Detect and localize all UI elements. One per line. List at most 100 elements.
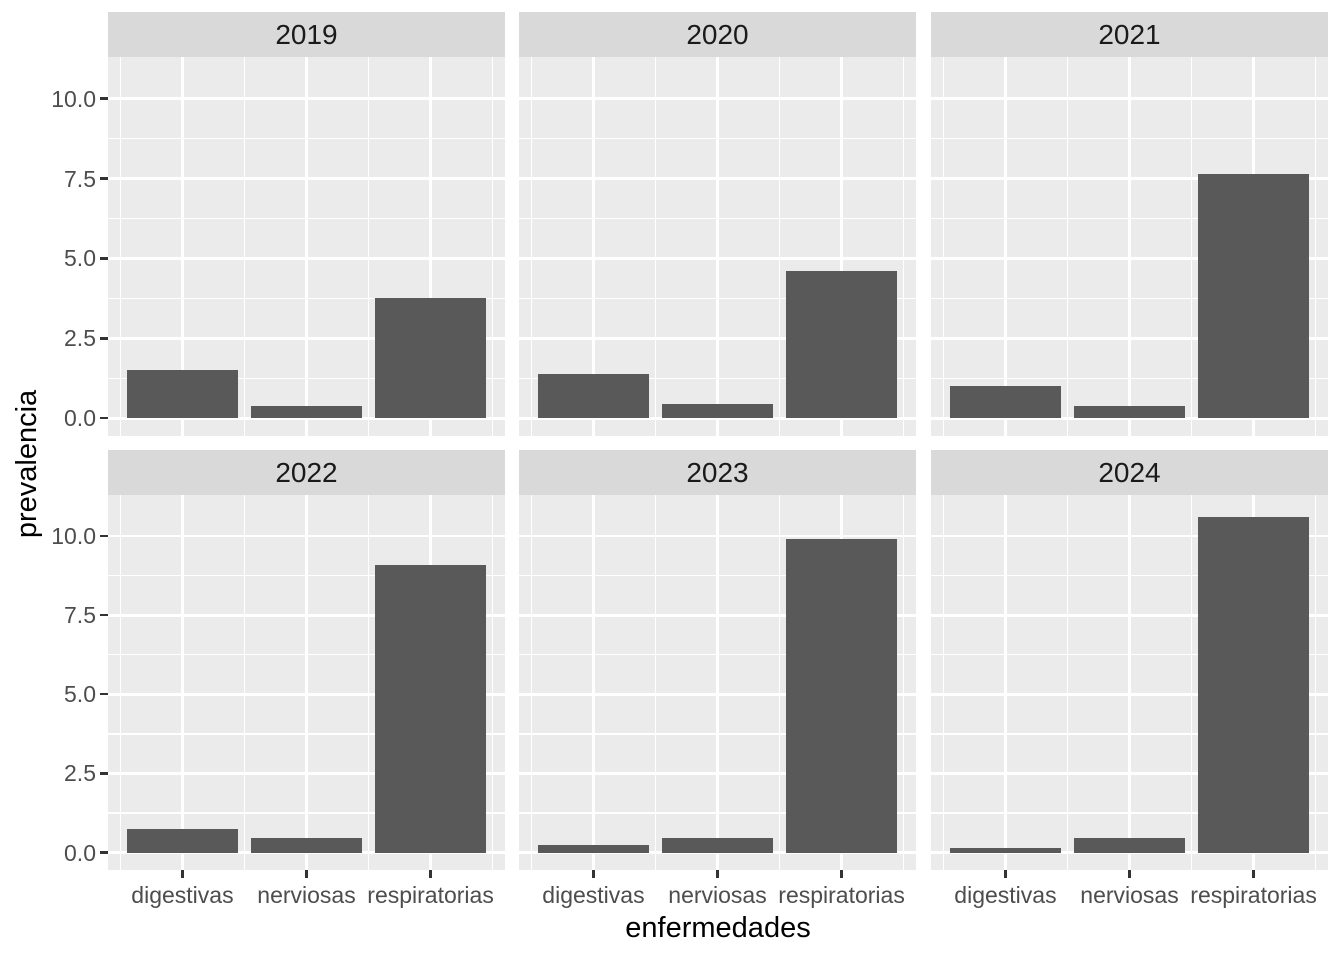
- major-gridline: [305, 57, 308, 436]
- minor-gridline: [243, 57, 246, 436]
- facet-strip-2021: 2021: [931, 12, 1328, 57]
- facet-label: 2021: [1098, 18, 1161, 50]
- bar-2022-respiratorias: [374, 564, 487, 853]
- y-tick-mark: [100, 337, 108, 340]
- minor-gridline: [654, 495, 657, 870]
- minor-gridline: [778, 57, 781, 436]
- facet-panel-2022: [108, 495, 505, 870]
- bar-2024-nerviosas: [1073, 838, 1186, 853]
- y-tick-label: 7.5: [64, 602, 96, 629]
- bar-2020-nerviosas: [661, 404, 774, 419]
- bar-2023-digestivas: [537, 844, 650, 853]
- minor-gridline: [1190, 495, 1193, 870]
- bar-2020-respiratorias: [785, 271, 898, 419]
- x-tick-mark: [840, 870, 843, 878]
- major-gridline: [716, 495, 719, 870]
- minor-gridline: [1314, 57, 1317, 436]
- major-gridline: [305, 495, 308, 870]
- minor-gridline: [491, 495, 494, 870]
- x-tick-label: respiratorias: [367, 882, 494, 908]
- minor-gridline: [530, 495, 532, 870]
- major-gridline: [592, 495, 595, 870]
- bar-2020-digestivas: [537, 373, 650, 419]
- x-tick-mark: [1004, 870, 1007, 878]
- bar-2024-digestivas: [949, 847, 1062, 853]
- bar-2023-respiratorias: [785, 539, 898, 853]
- minor-gridline: [1066, 57, 1069, 436]
- minor-gridline: [654, 57, 657, 436]
- bar-2019-nerviosas: [250, 405, 363, 419]
- major-gridline: [592, 57, 595, 436]
- minor-gridline: [491, 57, 494, 436]
- minor-gridline: [942, 495, 944, 870]
- x-tick-label: digestivas: [131, 882, 234, 908]
- x-tick-mark: [429, 870, 432, 878]
- x-tick-label: respiratorias: [1190, 882, 1317, 908]
- minor-gridline: [367, 495, 370, 870]
- y-tick-label: 0.0: [64, 405, 96, 432]
- x-tick-mark: [1252, 870, 1255, 878]
- facet-label: 2023: [686, 456, 749, 488]
- minor-gridline: [1190, 57, 1193, 436]
- facet-label: 2019: [275, 18, 338, 50]
- minor-gridline: [530, 57, 532, 436]
- y-axis-title: prevalencia: [11, 389, 43, 539]
- y-tick-mark: [100, 177, 108, 180]
- major-gridline: [181, 495, 184, 870]
- y-tick-mark: [100, 614, 108, 617]
- y-tick-label: 10.0: [51, 523, 96, 550]
- minor-gridline: [1314, 495, 1317, 870]
- x-tick-mark: [181, 870, 184, 878]
- y-tick-label: 2.5: [64, 325, 96, 352]
- bar-2021-respiratorias: [1197, 173, 1310, 419]
- facet-strip-2024: 2024: [931, 450, 1328, 495]
- major-gridline: [1004, 57, 1007, 436]
- bar-2019-respiratorias: [374, 298, 487, 419]
- major-gridline: [1004, 495, 1007, 870]
- x-tick-label: nerviosas: [257, 882, 356, 908]
- x-axis-title: enfermedades: [625, 912, 811, 944]
- facet-strip-2022: 2022: [108, 450, 505, 495]
- x-tick-mark: [716, 870, 719, 878]
- facet-label: 2022: [275, 456, 338, 488]
- major-gridline: [181, 57, 184, 436]
- bar-2024-respiratorias: [1197, 517, 1310, 853]
- bar-2022-nerviosas: [250, 838, 363, 853]
- y-tick-mark: [100, 257, 108, 260]
- facet-strip-2019: 2019: [108, 12, 505, 57]
- x-tick-label: nerviosas: [668, 882, 767, 908]
- facet-label: 2024: [1098, 456, 1161, 488]
- minor-gridline: [902, 57, 905, 436]
- minor-gridline: [942, 57, 944, 436]
- y-tick-mark: [100, 535, 108, 538]
- x-tick-mark: [592, 870, 595, 878]
- x-tick-label: digestivas: [954, 882, 1057, 908]
- bar-2021-nerviosas: [1073, 405, 1186, 419]
- major-gridline: [429, 57, 432, 436]
- major-gridline: [1128, 495, 1131, 870]
- minor-gridline: [1066, 495, 1069, 870]
- bar-2019-digestivas: [126, 370, 239, 419]
- x-tick-label: nerviosas: [1080, 882, 1179, 908]
- minor-gridline: [119, 57, 121, 436]
- y-tick-label: 5.0: [64, 245, 96, 272]
- y-tick-mark: [100, 772, 108, 775]
- minor-gridline: [778, 495, 781, 870]
- y-tick-mark: [100, 851, 108, 854]
- facet-panel-2019: [108, 57, 505, 436]
- bar-2021-digestivas: [949, 386, 1062, 419]
- facet-panel-2023: [519, 495, 916, 870]
- facet-panel-2021: [931, 57, 1328, 436]
- x-tick-mark: [1128, 870, 1131, 878]
- y-tick-label: 2.5: [64, 760, 96, 787]
- minor-gridline: [367, 57, 370, 436]
- x-tick-label: digestivas: [542, 882, 645, 908]
- minor-gridline: [902, 495, 905, 870]
- y-tick-label: 10.0: [51, 85, 96, 112]
- y-tick-mark: [100, 417, 108, 420]
- major-gridline: [716, 57, 719, 436]
- facet-panel-2024: [931, 495, 1328, 870]
- y-tick-label: 0.0: [64, 839, 96, 866]
- x-tick-label: respiratorias: [778, 882, 905, 908]
